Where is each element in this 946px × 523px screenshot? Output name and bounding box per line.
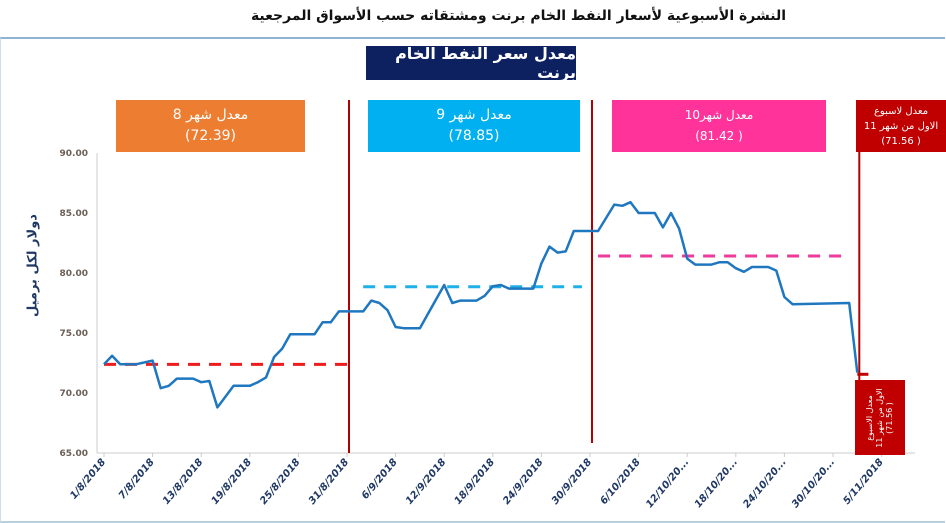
y-tick-label: 75.00 <box>60 329 88 339</box>
x-tick-label: 30/10/20... <box>790 457 837 510</box>
avg-value: ( 71.56) <box>881 134 921 149</box>
week-note-line3: ( 71.56) <box>885 388 895 447</box>
x-tick-label: 31/8/2018 <box>307 457 351 507</box>
avg-value: (78.85) <box>448 126 499 147</box>
avg-label: معدل لاسبوع <box>874 104 928 119</box>
x-tick-label: 18/9/2018 <box>453 457 497 507</box>
avg-label: معدل شهر 8 <box>173 105 249 126</box>
avg-box-week1-november: معدل لاسبوع الاول من شهر 11 ( 71.56) <box>856 100 946 152</box>
avg-value: ( 81.42) <box>695 126 743 147</box>
y-tick-label: 90.00 <box>60 149 88 159</box>
x-tick-label: 18/10/20... <box>693 457 740 510</box>
x-tick-label: 24/9/2018 <box>501 457 545 507</box>
x-tick-label: 7/8/2018 <box>117 457 157 502</box>
y-tick-label: 65.00 <box>60 449 88 459</box>
week-note-line1: معدل الاسبوع <box>865 388 875 447</box>
week-note-box: معدل الاسبوع الاول من شهر 11 ( 71.56) <box>855 380 905 455</box>
x-tick-label: 5/11/2018 <box>841 457 885 507</box>
avg-box-october: معدل شهر10 ( 81.42) <box>612 100 826 152</box>
week-note-line2: الاول من شهر 11 <box>875 388 885 447</box>
x-tick-label: 12/10/20... <box>644 457 691 510</box>
x-tick-label: 12/9/2018 <box>404 457 448 507</box>
y-axis-label: دولار لكل برميل <box>26 211 41 321</box>
x-tick-label: 25/8/2018 <box>258 457 302 507</box>
x-tick-label: 6/10/2018 <box>598 457 642 507</box>
brent-price-line <box>104 202 857 407</box>
x-tick-label: 19/8/2018 <box>210 457 254 507</box>
avg-box-september: معدل شهر 9 (78.85) <box>368 100 580 152</box>
x-tick-label: 1/8/2018 <box>68 457 108 502</box>
avg-label: معدل شهر10 <box>685 105 754 126</box>
x-tick-label: 6/9/2018 <box>360 457 400 502</box>
x-tick-label: 24/10/20... <box>741 457 788 510</box>
x-tick-label: 30/9/2018 <box>550 457 594 507</box>
chart-title: معدل سعر النفط الخام برنت <box>366 46 576 80</box>
avg-value: (72.39) <box>185 126 236 147</box>
y-tick-label: 70.00 <box>60 389 88 399</box>
avg-box-august: معدل شهر 8 (72.39) <box>116 100 305 152</box>
avg-label: معدل شهر 9 <box>436 105 512 126</box>
y-tick-label: 80.00 <box>60 269 88 279</box>
x-tick-label: 13/8/2018 <box>161 457 205 507</box>
y-tick-label: 85.00 <box>60 209 88 219</box>
avg-label-2: الاول من شهر 11 <box>864 119 938 134</box>
